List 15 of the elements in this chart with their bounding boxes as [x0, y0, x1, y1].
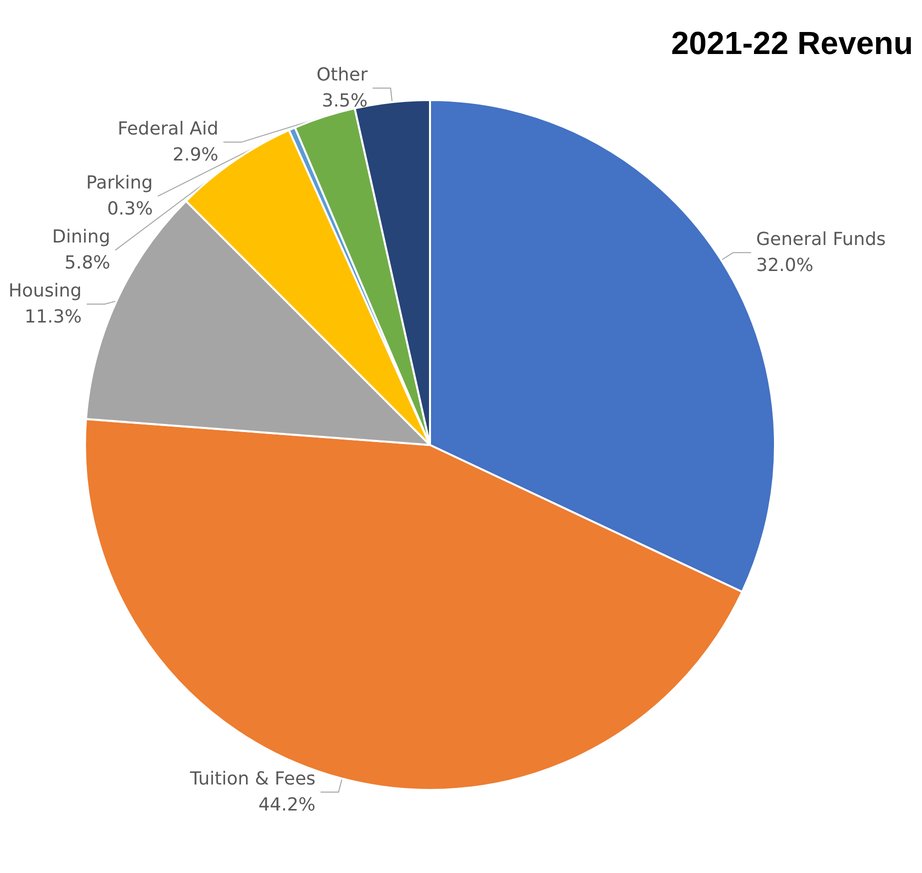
data-label: 11.3% — [24, 306, 82, 328]
slice-label: Dining — [52, 226, 110, 248]
slice-label: Federal Aid — [118, 118, 218, 140]
slice-label: Housing — [8, 280, 82, 302]
slice-label: Other — [316, 64, 368, 86]
data-label: 44.2% — [258, 794, 316, 816]
data-label: 5.8% — [64, 252, 110, 274]
data-label: 3.5% — [322, 90, 368, 112]
slice-label: General Funds — [756, 229, 886, 250]
data-label: 2.9% — [172, 144, 218, 166]
data-label: 32.0% — [756, 255, 814, 276]
slice-label: Parking — [86, 172, 153, 194]
slice-label: Tuition & Fees — [189, 768, 316, 790]
chart-title: 2021-22 Revenu — [671, 25, 913, 61]
data-label: 0.3% — [107, 198, 153, 220]
